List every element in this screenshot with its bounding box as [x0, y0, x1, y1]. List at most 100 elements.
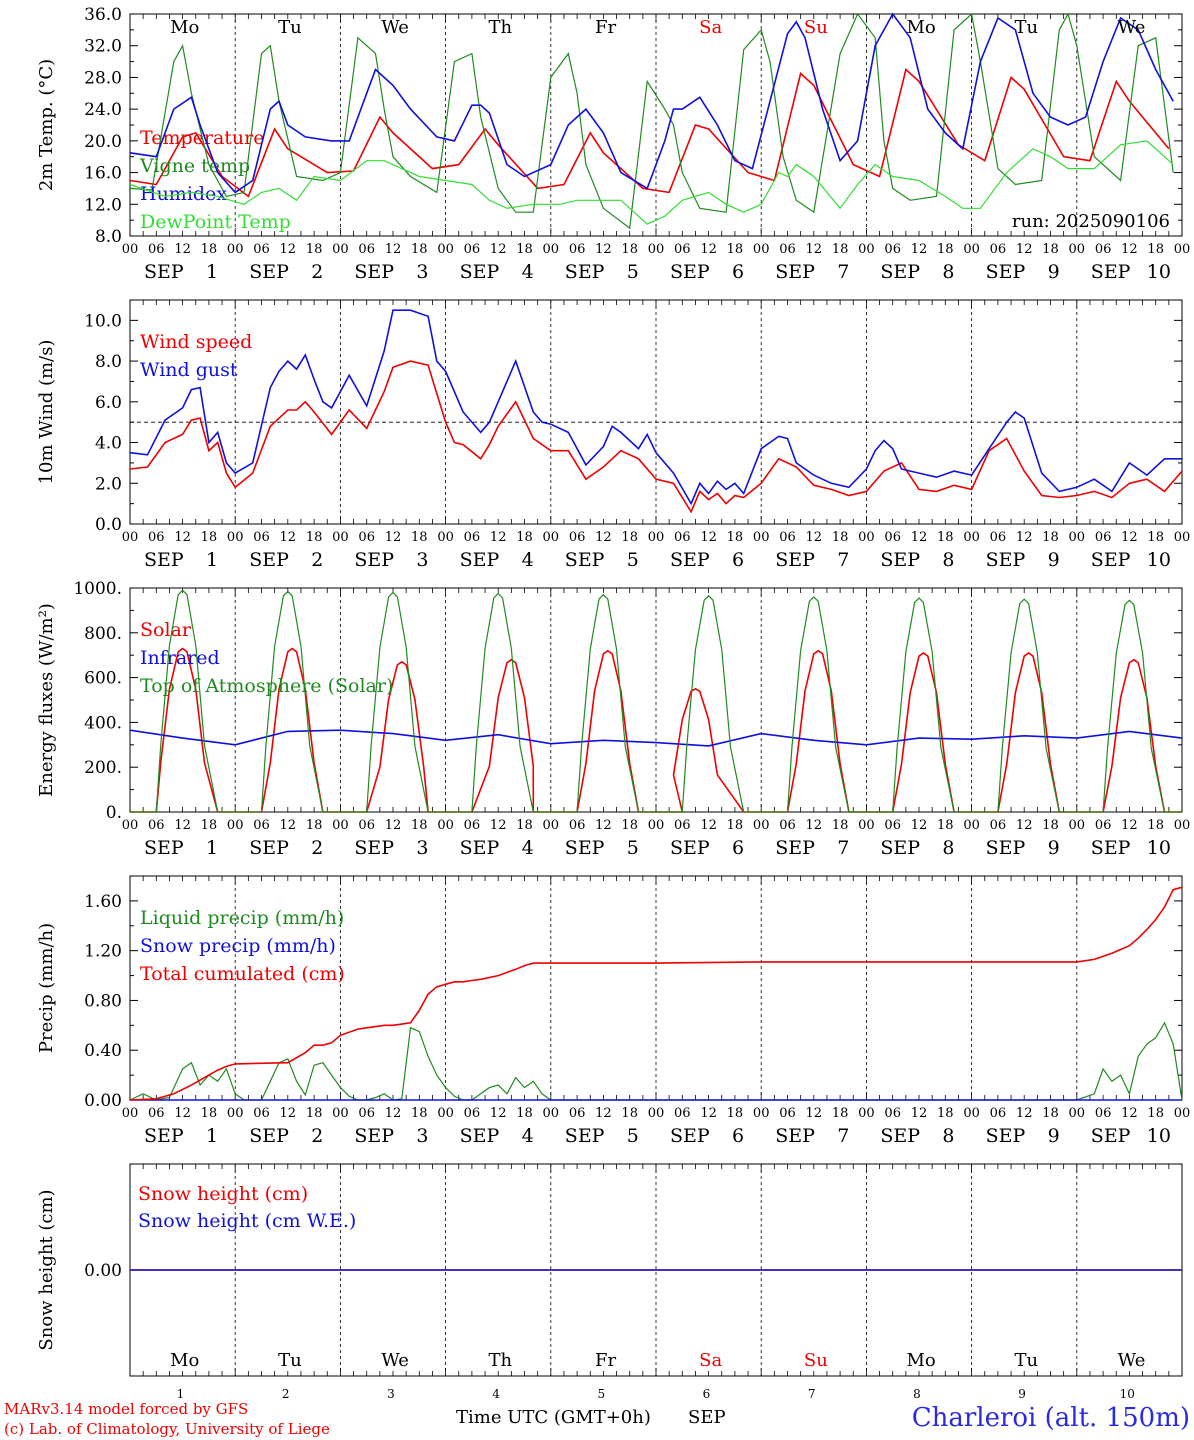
- lab-credit: (c) Lab. of Climatology, University of L…: [4, 1420, 330, 1438]
- date-label: 5: [627, 549, 639, 571]
- panels: 36.032.028.024.020.016.012.08.02m Temp. …: [36, 5, 1190, 1401]
- hour-tick-label: 00: [1174, 818, 1191, 833]
- month-label: SEP: [775, 837, 815, 859]
- hour-tick-label: 06: [358, 242, 375, 257]
- weekday-label: Tu: [278, 17, 302, 38]
- hour-tick-label: 12: [385, 530, 402, 545]
- hour-tick-label: 00: [122, 242, 139, 257]
- hour-tick-label: 00: [963, 530, 980, 545]
- legend-entry: Snow height (cm): [138, 1183, 308, 1205]
- weekday-label: We: [1118, 17, 1146, 38]
- hour-tick-label: 06: [674, 818, 691, 833]
- hour-tick-label: 12: [806, 242, 823, 257]
- hour-tick-label: 00: [963, 818, 980, 833]
- y-tick-label: 1.60: [84, 892, 122, 912]
- panel-4: 1.60 1.20 0.80 0.40 0.00 Precip (mm/h) Liquid …: [36, 875, 1190, 1147]
- hour-tick-label: 18: [306, 818, 323, 833]
- date-label: 4: [522, 261, 534, 283]
- month-label: SEP: [144, 261, 184, 283]
- month-label: SEP: [354, 837, 394, 859]
- hour-tick-label: 00: [753, 1106, 770, 1121]
- hour-tick-label: 12: [490, 242, 507, 257]
- y-tick-label: 1.20: [84, 942, 122, 962]
- hour-tick-label: 00: [227, 242, 244, 257]
- month-label: SEP: [880, 1125, 920, 1147]
- hour-tick-label: 06: [990, 1106, 1007, 1121]
- month-label: SEP: [565, 1125, 605, 1147]
- date-label: 1: [206, 1125, 218, 1147]
- month-label: SEP: [986, 837, 1026, 859]
- hour-tick-label: 18: [411, 242, 428, 257]
- month-label: SEP: [880, 549, 920, 571]
- hour-tick-label: 12: [595, 242, 612, 257]
- month-label: SEP: [1091, 837, 1131, 859]
- hour-tick-label: 18: [1042, 530, 1059, 545]
- hour-tick-label: 00: [437, 818, 454, 833]
- hour-tick-label: 06: [674, 530, 691, 545]
- hour-tick-label: 06: [779, 242, 796, 257]
- hour-tick-label: 00: [332, 818, 349, 833]
- y-tick-label: 6.0: [95, 393, 122, 413]
- hour-tick-label: 00: [1069, 242, 1086, 257]
- hour-tick-label: 06: [990, 818, 1007, 833]
- series-line-temperature: [129, 68, 1170, 198]
- hour-tick-label: 18: [621, 1106, 638, 1121]
- hour-tick-label: 00: [1069, 818, 1086, 833]
- panel-5: 0.00 Snow height (cm) Snow height (cm) Snow…: [36, 1163, 1183, 1401]
- legend-entry: Liquid precip (mm/h): [140, 907, 344, 929]
- date-label: 10: [1147, 261, 1171, 283]
- date-label: 3: [416, 261, 428, 283]
- hour-tick-label: 18: [201, 1106, 218, 1121]
- month-label: SEP: [249, 1125, 289, 1147]
- date-label: 4: [492, 1387, 500, 1401]
- hour-tick-label: 00: [122, 818, 139, 833]
- date-label: 10: [1120, 1387, 1135, 1401]
- hour-tick-label: 18: [727, 1106, 744, 1121]
- series-line-total-cumulated-cm-: [129, 886, 1183, 1101]
- hour-tick-label: 00: [122, 530, 139, 545]
- date-label: 2: [311, 1125, 323, 1147]
- y-tick-label: 24.0: [84, 100, 122, 120]
- hour-tick-label: 00: [543, 530, 560, 545]
- month-label: SEP: [880, 261, 920, 283]
- month-label: SEP: [670, 1125, 710, 1147]
- series-line-dewpoint-temp: [129, 140, 1174, 225]
- weekday-label: Th: [488, 1350, 512, 1371]
- month-label: SEP: [460, 261, 500, 283]
- date-label: 6: [703, 1387, 711, 1401]
- month-label: SEP: [1091, 261, 1131, 283]
- hour-tick-label: 00: [648, 530, 665, 545]
- month-label: SEP: [1091, 549, 1131, 571]
- hour-tick-label: 12: [1016, 530, 1033, 545]
- hour-tick-label: 18: [201, 818, 218, 833]
- hour-tick-label: 18: [937, 1106, 954, 1121]
- hour-tick-label: 12: [595, 530, 612, 545]
- month-label: SEP: [670, 837, 710, 859]
- hour-tick-label: 12: [700, 1106, 717, 1121]
- hour-tick-label: 06: [464, 818, 481, 833]
- panel-frame: [129, 299, 1183, 525]
- hour-tick-label: 18: [201, 242, 218, 257]
- hour-tick-label: 18: [411, 1106, 428, 1121]
- hour-tick-label: 06: [253, 530, 270, 545]
- hour-tick-label: 06: [779, 530, 796, 545]
- date-label: 7: [837, 1125, 849, 1147]
- hour-tick-label: 06: [358, 1106, 375, 1121]
- date-label: 9: [1048, 1125, 1060, 1147]
- legend-entry: Vigne temp: [139, 155, 250, 177]
- weekday-label: Mo: [906, 1350, 935, 1371]
- weekday-label: Th: [488, 17, 512, 38]
- hour-tick-label: 06: [148, 818, 165, 833]
- date-label: 8: [942, 261, 954, 283]
- y-tick-label: 1000.: [73, 579, 122, 599]
- hour-tick-label: 06: [358, 818, 375, 833]
- date-label: 10: [1147, 1125, 1171, 1147]
- hour-tick-label: 00: [648, 242, 665, 257]
- hour-tick-label: 12: [911, 1106, 928, 1121]
- hour-tick-label: 00: [227, 530, 244, 545]
- hour-tick-label: 12: [280, 1106, 297, 1121]
- hour-tick-label: 12: [490, 818, 507, 833]
- date-label: 9: [1018, 1387, 1026, 1401]
- y-tick-label: 36.0: [84, 5, 122, 25]
- hour-tick-label: 18: [832, 530, 849, 545]
